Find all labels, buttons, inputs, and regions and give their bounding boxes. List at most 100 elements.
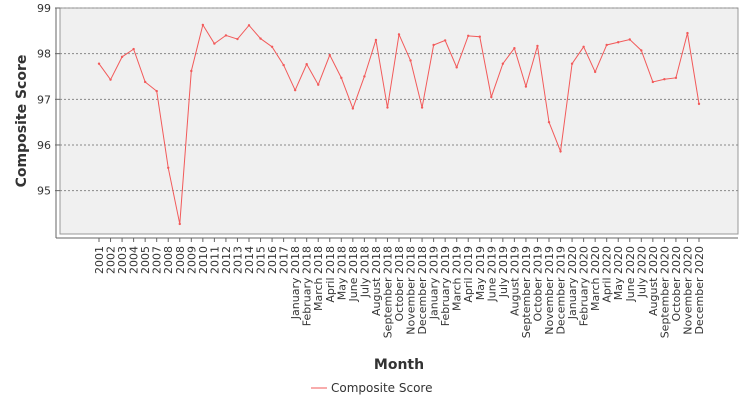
x-tick-label: 2015: [255, 246, 268, 274]
x-tick-label: 2005: [139, 246, 152, 274]
data-point: [420, 106, 424, 109]
x-tick-label: August 2020: [647, 246, 660, 316]
x-tick-label: December 2018: [416, 246, 429, 335]
x-tick-label: 2007: [151, 246, 164, 274]
plot-background: [59, 7, 739, 235]
data-point: [443, 39, 447, 42]
x-tick-label: April 2018: [324, 246, 337, 303]
data-point: [397, 33, 401, 36]
data-point: [547, 120, 551, 124]
x-tick-label: May 2020: [612, 246, 625, 300]
x-tick-label: February 2019: [439, 246, 452, 326]
data-point: [386, 106, 389, 109]
data-point: [282, 63, 285, 67]
x-tick-label: September 2019: [520, 246, 533, 338]
data-point: [628, 38, 631, 41]
x-tick-label: 2014: [243, 246, 256, 274]
data-point: [247, 24, 251, 27]
data-point: [501, 62, 505, 65]
x-tick-label: 2012: [220, 246, 233, 274]
legend: Composite Score: [311, 381, 432, 395]
data-point: [513, 46, 516, 50]
x-tick-label: November 2018: [405, 246, 418, 335]
data-point: [178, 222, 181, 226]
x-tick-label: October 2019: [531, 246, 544, 322]
x-tick-label: June 2018: [347, 246, 360, 302]
data-point: [167, 166, 170, 169]
x-tick-label: 2009: [185, 246, 198, 274]
y-tick-label: 97: [37, 93, 51, 106]
x-tick-label: March 2020: [589, 246, 602, 311]
x-tick-label: 2008: [162, 246, 175, 274]
x-axis-title: Month: [374, 357, 424, 373]
legend-label-composite-score: Composite Score: [331, 381, 432, 395]
x-tick-label: 2003: [116, 246, 129, 274]
data-point: [432, 43, 435, 47]
x-tick-label: December 2020: [693, 246, 706, 335]
x-tick-label: July 2018: [358, 246, 371, 298]
x-tick-label: August 2019: [508, 246, 521, 316]
data-point: [340, 76, 343, 80]
data-point: [640, 49, 643, 52]
x-tick-label: 2010: [197, 246, 210, 274]
data-point: [663, 78, 666, 81]
x-tick-label: 2013: [231, 246, 244, 274]
x-tick-label: January 2019: [428, 246, 441, 320]
data-point: [582, 45, 585, 49]
x-tick-label: 2001: [93, 246, 106, 274]
data-point: [305, 62, 308, 66]
data-point: [651, 80, 655, 84]
x-tick-label: 2017: [278, 246, 291, 274]
data-point: [467, 34, 470, 38]
x-tick-label: July 2020: [635, 246, 648, 298]
data-point: [374, 38, 378, 42]
x-tick-label: September 2018: [381, 246, 394, 338]
data-point: [559, 150, 562, 153]
data-point: [478, 35, 481, 38]
x-tick-label: April 2019: [462, 246, 475, 303]
x-tick-label: February 2020: [578, 246, 591, 326]
data-point: [224, 34, 228, 37]
data-point: [155, 89, 158, 93]
data-point: [455, 66, 458, 69]
x-tick-label: December 2019: [555, 246, 568, 335]
y-axis-title: Composite Score: [14, 55, 30, 188]
series-layer: [97, 23, 701, 226]
y-tick-label: 96: [37, 139, 51, 152]
x-tick-label: 2002: [105, 246, 118, 274]
x-tick-label: 2016: [266, 246, 279, 274]
data-point: [259, 37, 262, 40]
y-axis-ticks: 95 96 97 98 99: [37, 2, 60, 198]
data-point: [674, 76, 678, 80]
data-point: [570, 62, 574, 65]
x-tick-label: March 2019: [451, 246, 464, 311]
data-point: [686, 31, 689, 35]
data-point: [351, 107, 355, 110]
data-point: [190, 69, 193, 73]
data-point: [213, 42, 216, 45]
data-point: [132, 47, 135, 51]
x-tick-label: November 2020: [681, 246, 694, 335]
x-tick-label: April 2020: [601, 246, 614, 303]
x-tick-label: October 2018: [393, 246, 406, 322]
data-point: [363, 75, 366, 78]
x-tick-label: March 2018: [312, 246, 325, 311]
x-tick-label: May 2019: [474, 246, 487, 300]
x-axis-ticks: 2001200220032004200520072008200820092010…: [93, 238, 706, 338]
x-tick-label: October 2020: [670, 246, 683, 322]
x-tick-label: May 2018: [335, 246, 348, 300]
x-tick-label: September 2020: [658, 246, 671, 338]
x-tick-label: 2008: [174, 246, 187, 274]
x-tick-label: February 2018: [301, 246, 314, 326]
data-point: [617, 41, 620, 44]
data-point: [97, 62, 101, 65]
data-point: [536, 44, 539, 48]
data-point: [409, 59, 412, 62]
data-point: [120, 55, 124, 59]
data-point: [201, 23, 205, 27]
axes: [55, 8, 738, 239]
data-point: [593, 70, 597, 74]
x-tick-label: June 2019: [485, 246, 498, 302]
